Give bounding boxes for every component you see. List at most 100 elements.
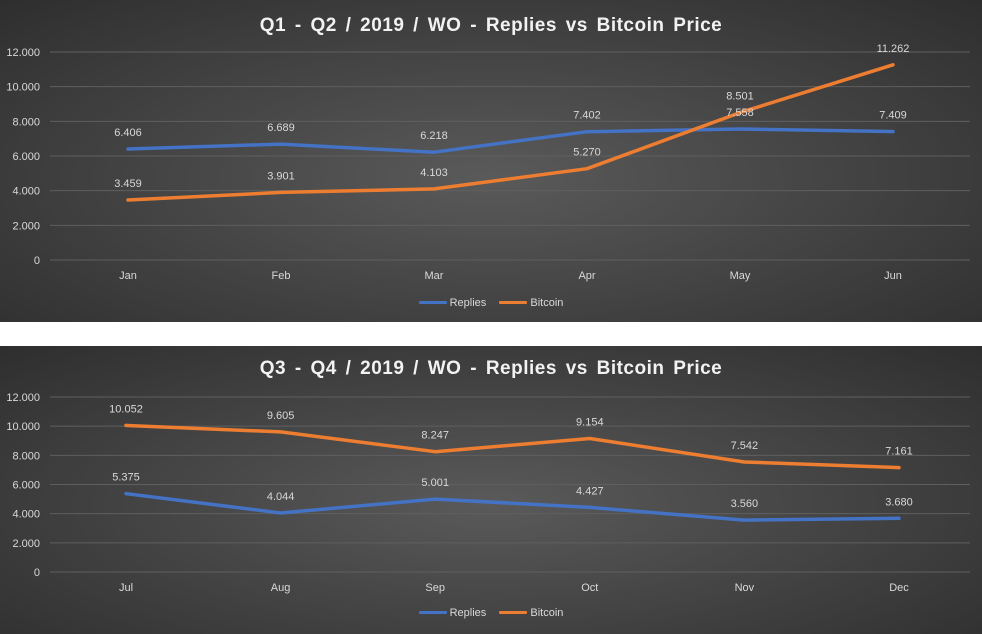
data-point-bitcoin: [124, 423, 128, 427]
chart-plot-area: 0 2.000 4.000 6.000 8.000 10.000 12.000 Jan Feb M…: [6, 43, 970, 282]
x-tick-label: Jul: [119, 582, 133, 594]
data-point-replies: [588, 505, 592, 509]
y-tick-label: 12.000: [6, 392, 40, 404]
data-label-replies: 4.427: [576, 485, 604, 497]
y-tick-label: 6.000: [12, 480, 40, 492]
legend-label-replies: Replies: [449, 606, 487, 619]
data-label-bitcoin: 3.901: [267, 170, 295, 182]
data-point-bitcoin: [279, 190, 283, 194]
legend-label-bitcoin: Bitcoin: [530, 296, 564, 309]
data-point-bitcoin: [742, 460, 746, 464]
data-label-replies: 7.402: [573, 110, 601, 122]
data-point-replies: [433, 497, 437, 501]
data-point-bitcoin: [588, 437, 592, 441]
y-tick-label: 2.000: [12, 538, 40, 550]
data-point-bitcoin: [897, 466, 901, 470]
legend-swatch-replies: [418, 301, 447, 304]
data-point-bitcoin: [432, 187, 436, 191]
data-point-replies: [126, 147, 130, 151]
data-point-replies: [742, 518, 746, 522]
data-label-bitcoin: 4.103: [420, 167, 448, 179]
x-axis: Jul Aug Sep Oct Nov Dec: [119, 582, 909, 594]
data-label-replies: 7.558: [726, 107, 754, 119]
data-label-bitcoin: 7.161: [885, 446, 913, 458]
gridlines: [50, 396, 970, 573]
data-point-bitcoin: [279, 430, 283, 434]
x-tick-label: Jan: [119, 270, 137, 282]
legend-label-replies: Replies: [449, 296, 487, 309]
series-line-bitcoin: [124, 423, 901, 470]
x-tick-label: May: [730, 270, 751, 282]
chart-title: Q3 - Q4 / 2019 / WO - Replies vs Bitcoin…: [259, 358, 723, 379]
chart-panel-q1-q2: Q1 - Q2 / 2019 / WO - Replies vs Bitcoin…: [0, 0, 982, 322]
data-point-replies: [897, 516, 901, 520]
data-label-replies: 4.044: [267, 491, 295, 503]
data-label-bitcoin: 3.459: [114, 178, 142, 190]
data-label-bitcoin: 10.052: [109, 403, 143, 415]
x-tick-label: Aug: [271, 582, 291, 594]
legend-swatch-bitcoin: [499, 301, 528, 304]
y-tick-label: 4.000: [12, 186, 40, 198]
y-tick-label: 8.000: [12, 116, 40, 128]
data-point-bitcoin: [585, 167, 589, 171]
data-point-replies: [279, 511, 283, 515]
chart-panel-q3-q4: Q3 - Q4 / 2019 / WO - Replies vs Bitcoin…: [0, 346, 982, 634]
y-tick-label: 10.000: [6, 82, 40, 94]
data-label-bitcoin: 9.154: [576, 417, 604, 429]
data-point-replies: [891, 130, 895, 134]
data-labels: 5.375 4.044 5.001 4.427 3.560 3.680 10.052 9.60…: [109, 403, 913, 510]
chart-title: Q1 - Q2 / 2019 / WO - Replies vs Bitcoin…: [259, 15, 723, 36]
legend-swatch-replies: [418, 611, 447, 614]
series-replies: [124, 491, 901, 522]
x-tick-label: Nov: [735, 582, 755, 594]
legend-item-bitcoin: Bitcoin: [499, 297, 563, 309]
data-point-bitcoin: [433, 450, 437, 454]
data-point-bitcoin: [126, 198, 130, 202]
data-label-replies: 3.680: [885, 496, 913, 508]
x-tick-label: Sep: [425, 582, 445, 594]
legend-item-bitcoin: Bitcoin: [499, 607, 563, 619]
data-label-bitcoin: 11.262: [877, 43, 910, 55]
data-point-replies: [124, 492, 128, 496]
y-axis: 0 2.000 4.000 6.000 8.000 10.000 12.000: [6, 47, 40, 267]
y-tick-label: 12.000: [6, 47, 40, 59]
x-tick-label: Dec: [889, 582, 909, 594]
data-point-replies: [738, 127, 742, 131]
data-label-bitcoin: 9.605: [267, 410, 295, 422]
data-label-replies: 6.689: [267, 122, 295, 134]
data-label-bitcoin: 8.247: [421, 430, 449, 442]
data-label-replies: 6.406: [114, 127, 142, 139]
data-label-replies: 5.001: [421, 477, 449, 489]
data-labels: 6.406 6.689 6.218 7.402 7.558 7.409 3.459 3.901…: [114, 43, 909, 190]
y-tick-label: 8.000: [12, 450, 40, 462]
y-tick-label: 0: [34, 567, 40, 579]
series-line-replies: [124, 491, 901, 522]
y-tick-label: 2.000: [12, 220, 40, 232]
series-line-bitcoin: [126, 63, 895, 202]
legend-swatch-bitcoin: [499, 611, 528, 614]
series-bitcoin: [124, 423, 901, 470]
data-label-bitcoin: 7.542: [731, 440, 759, 452]
x-tick-label: Apr: [578, 270, 595, 282]
x-tick-label: Feb: [272, 270, 291, 282]
data-label-bitcoin: 5.270: [573, 147, 601, 159]
legend-label-bitcoin: Bitcoin: [530, 606, 564, 619]
y-tick-label: 6.000: [12, 151, 40, 163]
chart-legend: Replies Bitcoin: [0, 295, 982, 309]
y-tick-label: 4.000: [12, 509, 40, 521]
legend-item-replies: Replies: [418, 296, 487, 309]
data-label-replies: 7.409: [879, 110, 907, 122]
data-point-replies: [279, 142, 283, 146]
data-label-bitcoin: 8.501: [726, 91, 754, 103]
x-tick-label: Oct: [581, 582, 598, 594]
series-line-replies: [126, 127, 895, 154]
legend-item-replies: Replies: [418, 606, 487, 619]
data-label-replies: 5.375: [112, 472, 140, 484]
x-tick-label: Jun: [884, 270, 902, 282]
series-replies: [126, 127, 895, 154]
y-tick-label: 0: [34, 255, 40, 267]
x-axis: Jan Feb Mar Apr May Jun: [119, 270, 902, 282]
y-axis: 0 2.000 4.000 6.000 8.000 10.000 12.000: [6, 392, 40, 579]
data-point-bitcoin: [738, 111, 742, 115]
gridlines: [50, 51, 970, 261]
